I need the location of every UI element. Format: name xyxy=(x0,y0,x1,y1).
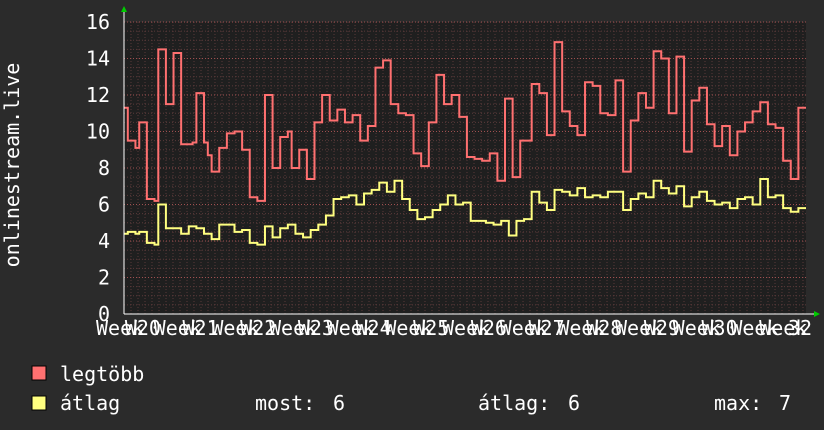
x-tick-label: Week xyxy=(557,316,605,340)
y-tick-label: 10 xyxy=(86,120,110,144)
x-tick-label: Week xyxy=(96,316,144,340)
x-tick-label: W28 xyxy=(586,316,622,340)
x-tick-label: W22 xyxy=(240,316,276,340)
x-tick-label: W23 xyxy=(298,316,334,340)
axes xyxy=(121,6,820,317)
y-tick-label: 14 xyxy=(86,47,110,71)
y-axis-arrow xyxy=(121,6,127,12)
legend-label-max: legtöbb xyxy=(60,362,144,386)
y-tick-label: 4 xyxy=(98,229,110,253)
y-tick-label: 16 xyxy=(86,10,110,34)
x-tick-label: Week xyxy=(759,316,807,340)
x-tick-label: W20 xyxy=(125,316,161,340)
legend-swatch-max xyxy=(31,365,47,381)
y-tick-label: 6 xyxy=(98,193,110,217)
x-tick-label: Week xyxy=(327,316,375,340)
x-tick-label: W29 xyxy=(644,316,680,340)
plot-area xyxy=(124,22,806,314)
series-line-avg xyxy=(124,177,806,246)
y-axis-label: onlinestream.live xyxy=(0,63,24,268)
x-tick-label: Week xyxy=(730,316,778,340)
x-tick-label: Week xyxy=(673,316,721,340)
x-tick-label: Week xyxy=(154,316,202,340)
stat-current-value: 6 xyxy=(333,391,345,415)
x-tick-label: Week xyxy=(384,316,432,340)
x-tick-label: W30 xyxy=(702,316,738,340)
stat-average-label: átlag: xyxy=(478,391,550,415)
x-tick-label: W24 xyxy=(356,316,392,340)
y-tick-label: 2 xyxy=(98,266,110,290)
stat-max-value: 7 xyxy=(779,391,791,415)
legend-label-avg: átlag xyxy=(60,391,120,415)
series-layer xyxy=(124,41,806,246)
y-axis-ticks: 0 2 4 6 8 10 12 14 16 xyxy=(86,10,110,326)
x-tick-label: Week xyxy=(615,316,663,340)
stat-current-label: most: xyxy=(255,391,315,415)
y-tick-label: 8 xyxy=(98,156,110,180)
x-tick-label: W25 xyxy=(413,316,449,340)
x-tick-label: 32 xyxy=(788,316,812,340)
x-tick-label: Week xyxy=(211,316,259,340)
grid xyxy=(124,21,806,314)
series-line-max xyxy=(124,41,806,202)
stat-average-value: 6 xyxy=(568,391,580,415)
legend-swatch-avg xyxy=(31,395,47,411)
x-axis-ticks: WeekW20WeekW21WeekW22WeekW23WeekW24WeekW… xyxy=(96,316,812,340)
x-tick-label: Week xyxy=(269,316,317,340)
x-tick-label: W26 xyxy=(471,316,507,340)
x-tick-label: Week xyxy=(442,316,490,340)
x-tick-label: W21 xyxy=(183,316,219,340)
x-axis-arrow xyxy=(814,311,820,317)
x-tick-label: W27 xyxy=(529,316,565,340)
x-tick-label: Week xyxy=(500,316,548,340)
y-tick-label: 0 xyxy=(98,302,110,326)
stat-max-label: max: xyxy=(714,391,762,415)
y-tick-label: 12 xyxy=(86,83,110,107)
